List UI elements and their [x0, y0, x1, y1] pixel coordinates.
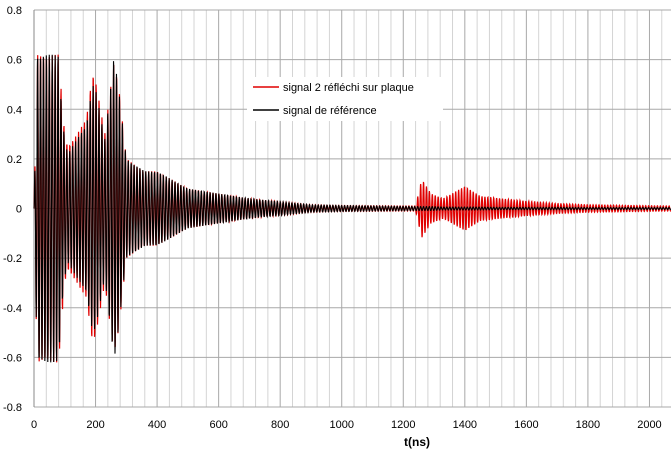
y-tick-label: 0.6 — [7, 55, 22, 67]
y-tick-label: 0 — [16, 204, 22, 216]
y-tick-label: -0.2 — [3, 253, 22, 265]
y-tick-label: 0.8 — [7, 5, 22, 17]
y-tick-label: -0.8 — [3, 402, 22, 414]
x-tick-label: 2000 — [637, 419, 661, 431]
x-tick-label: 1400 — [453, 419, 477, 431]
x-tick-label: 1600 — [514, 419, 538, 431]
series-line-1 — [33, 54, 671, 363]
y-tick-label: 0.2 — [7, 154, 22, 166]
legend-label-reference: signal de référence — [283, 105, 377, 117]
y-tick-labels: -0.8 -0.6 -0.4 -0.2 0 0.2 0.4 0.6 0.8 — [3, 5, 22, 414]
x-axis-label: t(ns) — [404, 435, 430, 449]
series-lines — [33, 54, 671, 363]
y-tick-label: -0.4 — [3, 303, 22, 315]
x-tick-label: 800 — [271, 419, 289, 431]
legend-label-signal-2: signal 2 réfléchi sur plaque — [283, 82, 414, 94]
legend-background — [247, 77, 443, 121]
y-tick-label: -0.6 — [3, 352, 22, 364]
x-tick-label: 600 — [209, 419, 227, 431]
x-tick-label: 1000 — [329, 419, 353, 431]
legend: signal 2 réfléchi sur plaque signal de r… — [247, 77, 443, 121]
x-tick-label: 1200 — [391, 419, 415, 431]
x-tick-labels: 0 200 400 600 800 1000 1200 1400 1600 1800 2000 — [31, 419, 662, 431]
x-tick-label: 1800 — [576, 419, 600, 431]
x-tick-label: 400 — [148, 419, 166, 431]
x-tick-label: 0 — [31, 419, 37, 431]
y-tick-label: 0.4 — [7, 104, 22, 116]
x-tick-label: 200 — [86, 419, 104, 431]
